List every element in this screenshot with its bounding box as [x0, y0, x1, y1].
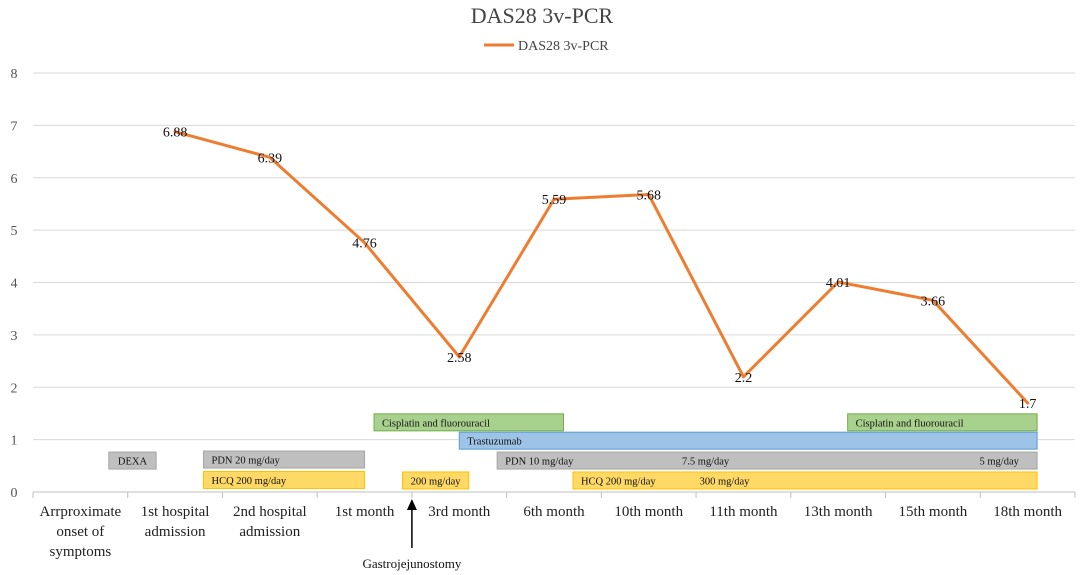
- x-tick-label: 10th month: [614, 504, 683, 520]
- data-point: [1026, 401, 1030, 405]
- treatment-bar: [203, 470, 366, 489]
- x-tick-label: 2nd hospital: [233, 504, 307, 520]
- annotation-label: Gastrojejunostomy: [362, 556, 461, 571]
- treatment-bar-label: Cisplatin and fluorouracil: [856, 418, 964, 429]
- treatment-bar: [401, 471, 470, 490]
- data-point: [363, 241, 367, 245]
- treatment-bars: Cisplatin and fluorouracil Cisplatin and …: [108, 413, 1038, 490]
- treatment-bar-sublabel: 5 mg/day: [980, 457, 1020, 468]
- treatment-bar: [458, 431, 1038, 450]
- treatment-bar-label: 200 mg/day: [411, 476, 462, 487]
- data-label: 4.01: [826, 276, 851, 291]
- data-label: 4.76: [352, 237, 377, 252]
- x-tick-label: 3rd month: [428, 504, 491, 520]
- treatment-bar-label: HCQ 200 mg/day: [212, 476, 287, 487]
- x-tick-label: 15th month: [899, 504, 968, 520]
- treatment-bar-sublabel: 7.5 mg/day: [682, 457, 730, 468]
- x-tick-label: onset of: [56, 524, 104, 540]
- x-tick-label: 1st hospital: [141, 504, 210, 520]
- data-point: [173, 130, 177, 134]
- legend: DAS28 3v-PCR: [484, 39, 609, 54]
- data-point: [647, 193, 651, 197]
- treatment-bar: [496, 451, 1038, 470]
- treatment-bar: [203, 450, 366, 469]
- y-tick-label: 2: [11, 381, 18, 396]
- data-label: 2.2: [735, 371, 753, 386]
- y-tick-label: 5: [11, 224, 18, 239]
- x-tick-label: 6th month: [523, 504, 585, 520]
- treatment-bar: [847, 413, 1038, 432]
- y-tick-label: 0: [11, 486, 18, 501]
- treatment-bar: [572, 471, 1038, 490]
- y-tick-label: 6: [11, 172, 18, 187]
- data-point: [457, 355, 461, 359]
- data-label: 6.39: [258, 151, 283, 166]
- treatment-bar-label: PDN 20 mg/day: [212, 456, 281, 467]
- data-point: [552, 197, 556, 201]
- data-label: 5.59: [542, 193, 567, 208]
- chart-title: DAS28 3v-PCR: [471, 3, 614, 28]
- x-tick-label: admission: [239, 524, 300, 540]
- x-tick-label: admission: [145, 524, 206, 540]
- data-label: 2.58: [447, 351, 472, 366]
- data-point: [836, 280, 840, 284]
- y-tick-label: 3: [11, 329, 18, 344]
- y-tick-label: 4: [11, 277, 18, 292]
- data-label: 3.66: [921, 294, 946, 309]
- data-label: 1.7: [1019, 397, 1037, 412]
- treatment-bar-sublabel: 300 mg/day: [700, 476, 751, 487]
- treatment-bar: [108, 451, 157, 470]
- data-label: 5.68: [636, 189, 661, 204]
- data-point: [741, 375, 745, 379]
- x-tick-label: 11th month: [709, 504, 778, 520]
- treatment-bar-label: Trastuzumab: [467, 437, 521, 448]
- treatment-bar-label: HCQ 200 mg/day: [581, 476, 656, 487]
- y-axis: 0 1 2 3 4 5 6 7 8: [11, 67, 18, 501]
- y-tick-label: 7: [11, 119, 18, 134]
- annotations: Gastrojejunostomy: [362, 499, 462, 571]
- x-tick-label: Arrproximate: [40, 504, 122, 520]
- x-tick-label: 18th month: [993, 504, 1062, 520]
- x-axis: Arrproximate onset of symptoms 1st hospital…: [32, 492, 1076, 560]
- data-point: [268, 155, 272, 159]
- treatment-bar-label: DEXA: [118, 457, 148, 468]
- y-tick-label: 1: [11, 434, 18, 449]
- x-tick-label: 1st month: [335, 504, 395, 520]
- treatment-bar: [373, 413, 564, 432]
- series-das28: 6.88 6.39 4.76 2.58 5.59 5.68 2.2 4.01 3.66 1.7: [163, 126, 1037, 412]
- annotation-arrow-head: [406, 499, 417, 510]
- x-tick-label: 13th month: [804, 504, 873, 520]
- y-tick-label: 8: [11, 67, 18, 82]
- data-point: [931, 298, 935, 302]
- treatment-bar-label: PDN 10 mg/day: [505, 457, 574, 468]
- gridlines: [33, 72, 1075, 493]
- treatment-bar-label: Cisplatin and fluorouracil: [382, 418, 490, 429]
- data-label: 6.88: [163, 126, 188, 141]
- series-line: [173, 130, 1030, 405]
- x-tick-label: symptoms: [50, 544, 112, 560]
- legend-label: DAS28 3v-PCR: [518, 39, 609, 54]
